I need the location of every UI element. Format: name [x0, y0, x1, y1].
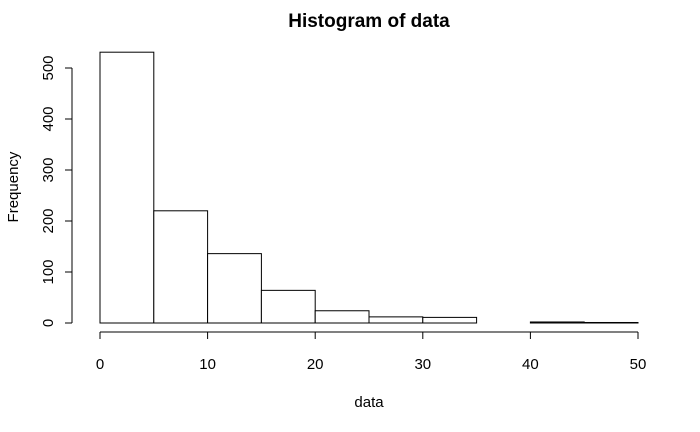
histogram-bar	[529, 321, 585, 324]
y-tick-label: 500	[40, 55, 57, 80]
y-axis-label: Frequency	[5, 151, 22, 222]
x-tick-label: 10	[199, 356, 216, 373]
histogram-bar	[422, 316, 478, 324]
x-tick-label: 30	[414, 356, 431, 373]
x-tick-label: 50	[630, 356, 647, 373]
x-axis-label: data	[354, 394, 384, 411]
y-tick-label: 100	[40, 259, 57, 284]
y-tick-label: 200	[40, 208, 57, 233]
x-tick-label: 20	[307, 356, 324, 373]
x-axis: 0 10 20 30 40 50	[96, 331, 647, 373]
y-tick-label: 300	[40, 157, 57, 182]
histogram-bar	[583, 321, 639, 324]
bars-group	[99, 51, 639, 324]
histogram-bar	[153, 210, 209, 324]
histogram-bar	[314, 310, 370, 324]
y-tick-label: 0	[40, 319, 57, 327]
chart-title: Histogram of data	[288, 11, 450, 32]
y-tick-label: 400	[40, 106, 57, 131]
y-axis: 0 100 200 300 400 500	[40, 55, 73, 327]
histogram-bar	[368, 316, 424, 324]
histogram-bar	[207, 253, 262, 324]
histogram-bar	[260, 289, 316, 324]
histogram-bar	[99, 51, 155, 324]
x-tick-label: 0	[96, 356, 104, 373]
x-tick-label: 40	[522, 356, 539, 373]
